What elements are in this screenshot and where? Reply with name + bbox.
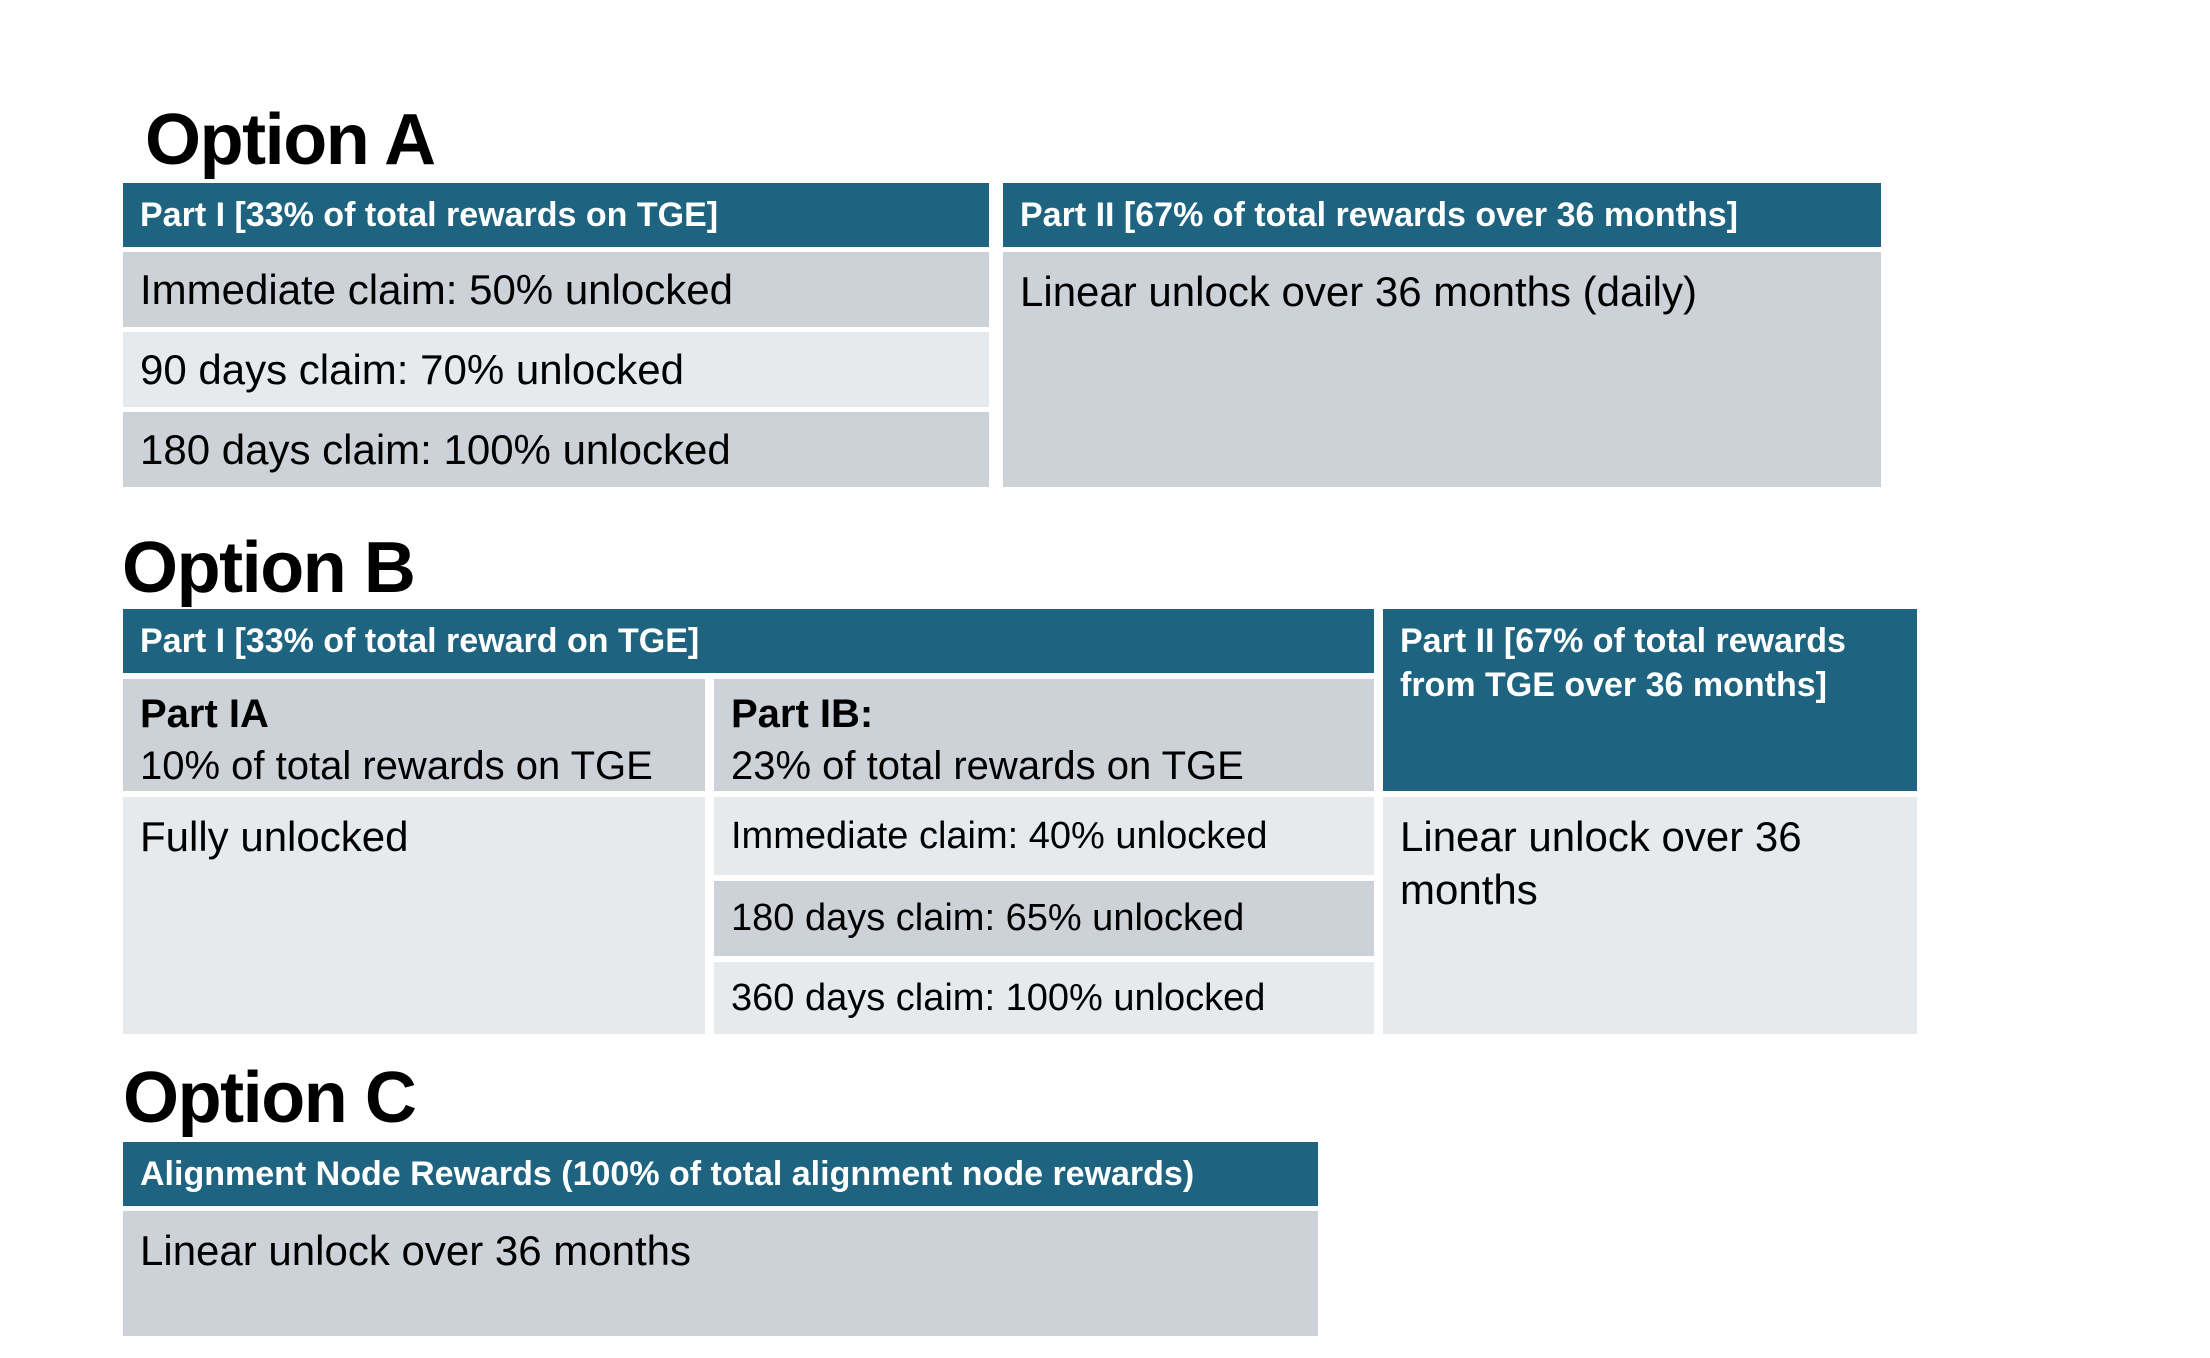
option-a-part2-header-cell: Part II [67% of total rewards over 36 mo… xyxy=(1003,183,1881,247)
option-b-part1a-subheader-cell: Part IA 10% of total rewards on TGE xyxy=(123,679,705,791)
option-c-header-cell: Alignment Node Rewards (100% of total al… xyxy=(123,1142,1318,1206)
option-a-part1-header-cell: Part I [33% of total rewards on TGE] xyxy=(123,183,989,247)
table-row: 180 days claim: 65% unlocked xyxy=(714,881,1374,956)
option-b-part2-body-cell: Linear unlock over 36 months xyxy=(1383,797,1917,1034)
option-c-table: Alignment Node Rewards (100% of total al… xyxy=(123,1142,1318,1336)
heading-option-a: Option A xyxy=(145,100,436,180)
table-row: 360 days claim: 100% unlocked xyxy=(714,962,1374,1034)
option-c-body-cell: Linear unlock over 36 months xyxy=(123,1211,1318,1336)
table-row: Immediate claim: 40% unlocked xyxy=(714,797,1374,875)
part1a-label: Part IA xyxy=(140,692,269,736)
option-b-part1a-body-cell: Fully unlocked xyxy=(123,797,705,1034)
part1b-label: Part IB: xyxy=(731,692,874,736)
option-b-part1-header-cell: Part I [33% of total reward on TGE] xyxy=(123,609,1374,673)
table-row: Immediate claim: 50% unlocked xyxy=(123,252,989,327)
option-b-table: Part I [33% of total reward on TGE] Part… xyxy=(123,609,1917,1034)
option-b-part1b-subheader-cell: Part IB: 23% of total rewards on TGE xyxy=(714,679,1374,791)
heading-option-b: Option B xyxy=(122,528,416,608)
heading-option-c: Option C xyxy=(123,1058,417,1138)
option-b-part2-header-cell: Part II [67% of total rewards from TGE o… xyxy=(1383,609,1917,791)
table-row: 180 days claim: 100% unlocked xyxy=(123,412,989,487)
part1a-sub-label: 10% of total rewards on TGE xyxy=(140,744,653,788)
part1b-sub-label: 23% of total rewards on TGE xyxy=(731,744,1244,788)
option-a-part2-body-cell: Linear unlock over 36 months (daily) xyxy=(1003,252,1881,487)
table-row: 90 days claim: 70% unlocked xyxy=(123,332,989,407)
option-a-table: Part I [33% of total rewards on TGE] Par… xyxy=(123,183,1881,487)
